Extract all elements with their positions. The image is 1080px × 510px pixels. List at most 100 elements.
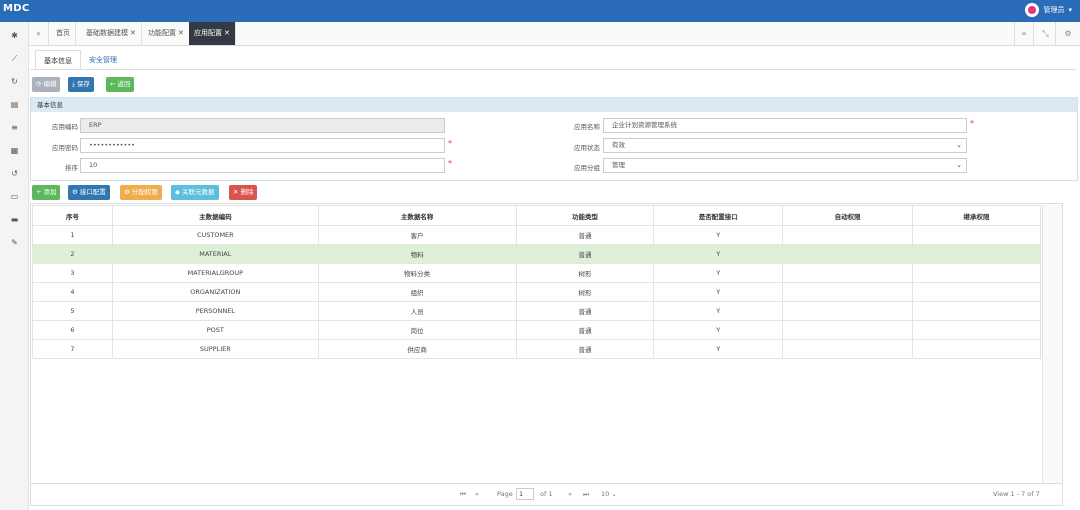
sort-label: 排序 [65,164,78,172]
calendar-icon[interactable]: ▦ [10,146,19,155]
table-cell: 普通 [515,320,655,340]
delete-button[interactable]: ✕ 删除 [229,185,258,200]
table-cell: 7 [32,339,113,359]
table-row[interactable]: 6 POST 岗位 普通 Y [32,320,1041,340]
scroll-right-icon[interactable]: » [1014,22,1034,45]
table-cell [912,225,1041,245]
table-cell [912,244,1041,264]
table-cell: 普通 [515,225,655,245]
assign-permission-button[interactable]: ⚙ 分配权限 [120,185,162,200]
table-cell: 5 [32,301,113,321]
subtab-security[interactable]: 安全管理 [89,56,117,64]
undo-icon[interactable]: ↺ [11,169,18,178]
user-menu[interactable]: 管理员 ▾ [1025,3,1072,17]
tab-app-config[interactable]: 应用配置 ✕ [189,22,236,45]
table-cell: CUSTOMER [111,225,319,245]
card-icon[interactable]: ▭ [10,192,19,201]
table-row[interactable]: 5 PERSONNEL 人员 普通 Y [32,301,1041,321]
table-cell: ORGANIZATION [111,282,319,302]
app-password-field[interactable]: •••••••••••• [80,138,445,153]
edit-button[interactable]: ⟳ 编辑 [32,77,61,92]
table-row[interactable]: 2 MATERIAL 物料 普通 Y [32,244,1041,264]
database-icon[interactable]: ▤ [10,100,19,109]
column-header[interactable]: 功能类型 [515,205,655,226]
next-page-icon[interactable]: » [568,490,572,498]
master-data-table: 序号 主数据编码 主数据名称 功能类型 是否配置接口 自动权限 继承权限 1 CU… [32,205,1041,359]
app-name-field[interactable]: 企业计划资源管理系统 [603,118,967,133]
column-header[interactable]: 自动权限 [782,205,914,226]
sort-field[interactable]: 10 [80,158,445,173]
chevron-down-icon: ⌄ [956,161,962,169]
close-icon: ✕ [233,188,239,196]
column-header[interactable]: 主数据编码 [111,205,319,226]
refresh-icon[interactable]: ↻ [11,77,18,86]
tab-home[interactable]: 首页 [51,22,76,45]
list-icon[interactable]: ≡ [11,123,18,132]
relate-label: 关联元数据 [182,188,215,196]
tabs-bar: « 首页 基础数据建模 ✕ 功能配置 ✕ 应用配置 ✕ » ⤡ ⚙ [29,22,1080,46]
save-button[interactable]: ⤓ 保存 [68,77,94,92]
delete-label: 删除 [240,188,254,196]
chevron-down-icon: ⌄ [956,141,962,149]
app-code-field: ERP [80,118,445,133]
close-icon[interactable]: ✕ [224,29,230,37]
gear-icon[interactable]: ⚙ [1064,29,1072,38]
interface-config-button[interactable]: ⚙ 接口配置 [68,185,110,200]
settings-icon[interactable]: ✱ [11,31,18,40]
table-row[interactable]: 3 MATERIALGROUP 物料分类 树形 Y [32,263,1041,283]
table-cell: 3 [32,263,113,283]
back-button[interactable]: ← 返回 [106,77,135,92]
table-row[interactable]: 4 ORGANIZATION 组织 树形 Y [32,282,1041,302]
page-label: Page [497,490,513,498]
table-row[interactable]: 1 CUSTOMER 客户 普通 Y [32,225,1041,245]
wrench-icon[interactable]: ✎ [11,238,18,247]
tab-data-modeling[interactable]: 基础数据建模 ✕ [81,22,142,45]
basic-info-panel: 基本信息 应用编码 ERP 应用密码 •••••••••••• * 排序 10 … [30,97,1078,181]
column-header[interactable]: 序号 [32,205,113,226]
relate-metadata-button[interactable]: ◆ 关联元数据 [171,185,219,200]
table-cell: 2 [32,244,113,264]
scrollbar[interactable] [1042,205,1062,483]
app-code-label: 应用编码 [52,123,78,131]
required-mark: * [970,119,974,128]
stack-icon[interactable]: ▬ [10,215,19,224]
app-status-select[interactable]: 有效 ⌄ [603,138,967,153]
tag-icon: ◆ [175,188,180,196]
last-page-icon[interactable]: ⏭ [583,490,589,498]
add-button[interactable]: + 添加 [32,185,61,200]
first-page-icon[interactable]: ⏮ [460,490,466,498]
edit-label: 编辑 [43,80,57,88]
prev-page-icon[interactable]: « [475,490,479,498]
fullscreen-icon[interactable]: ⤡ [1036,22,1056,45]
app-password-label: 应用密码 [52,144,78,152]
table-cell [782,263,914,283]
arrow-left-icon: ← [110,80,116,88]
table-cell: Y [653,225,784,245]
table-row[interactable]: 7 SUPPLIER 供应商 普通 Y [32,339,1041,359]
map-pin-icon [1028,6,1037,14]
column-header[interactable]: 主数据名称 [317,205,517,226]
user-name: 管理员 [1043,6,1065,14]
record-summary: View 1 - 7 of 7 [993,490,1040,498]
table-cell: Y [653,263,784,283]
table-cell [912,339,1041,359]
subtab-basic-info[interactable]: 基本信息 [35,50,81,70]
column-header[interactable]: 继承权限 [912,205,1041,226]
scroll-left-icon[interactable]: « [29,22,49,45]
close-icon[interactable]: ✕ [130,29,136,37]
gear-icon: ⚙ [124,188,130,196]
tab-function-config[interactable]: 功能配置 ✕ [143,22,190,45]
add-label: 添加 [43,188,57,196]
page-input[interactable]: 1 [516,488,534,500]
app-group-select[interactable]: 管理 ⌄ [603,158,967,173]
chart-icon[interactable]: ⟋ [11,54,18,63]
required-mark: * [448,159,452,168]
column-header[interactable]: 是否配置接口 [653,205,784,226]
data-grid: 序号 主数据编码 主数据名称 功能类型 是否配置接口 自动权限 继承权限 1 CU… [30,203,1063,506]
table-cell: Y [653,244,784,264]
table-cell [912,301,1041,321]
table-cell [912,263,1041,283]
close-icon[interactable]: ✕ [178,29,184,37]
page-size-select[interactable]: 10 ⌄ [601,490,617,498]
table-cell [782,225,914,245]
